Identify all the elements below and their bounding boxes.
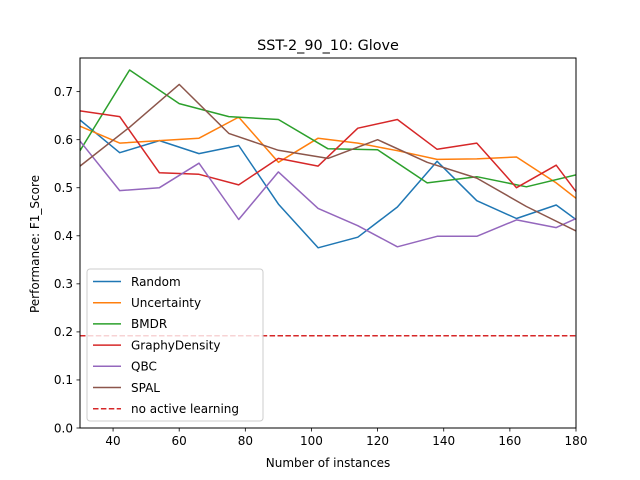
series-lines	[80, 69, 576, 337]
x-tick-label: 80	[238, 434, 253, 448]
y-tick-label: 0.6	[54, 133, 73, 147]
x-tick-label: 40	[105, 434, 120, 448]
chart-title: SST-2_90_10: Glove	[257, 38, 399, 54]
series-line-uncertainty	[80, 116, 576, 199]
legend-label: Random	[131, 275, 181, 289]
x-axis-label: Number of instances	[266, 456, 391, 470]
y-tick-label: 0.5	[54, 181, 73, 195]
x-tick-label: 100	[300, 434, 323, 448]
y-axis-label: Performance: F1_Score	[28, 175, 42, 313]
y-tick-label: 0.2	[54, 325, 73, 339]
series-line-spal	[80, 83, 576, 232]
series-line-qbc	[80, 140, 576, 248]
legend-label: BMDR	[131, 317, 167, 331]
legend-label: QBC	[131, 360, 157, 374]
legend-box	[86, 268, 264, 422]
legend: Random Uncertainty BMDR GraphyDensity QBC SPA…	[86, 268, 264, 422]
legend-label: no active learning	[131, 402, 239, 416]
y-tick-label: 0.1	[54, 373, 73, 387]
x-tick-label: 180	[565, 434, 588, 448]
y-tick-label: 0.0	[54, 421, 73, 435]
plot-frame	[79, 57, 577, 429]
x-tick-label: 140	[432, 434, 455, 448]
legend-label: SPAL	[131, 381, 160, 395]
series-line-random	[80, 119, 576, 249]
legend-label: Uncertainty	[131, 296, 201, 310]
x-tick-label: 160	[498, 434, 521, 448]
legend-label: GraphyDensity	[131, 338, 221, 352]
y-tick-label: 0.3	[54, 277, 73, 291]
x-ticks: 40 60 80 100 120 140 160 180	[105, 428, 587, 448]
series-line-bmdr	[80, 69, 576, 188]
y-ticks: 0.0 0.1 0.2 0.3 0.4 0.5 0.6 0.7	[54, 85, 80, 435]
y-tick-label: 0.4	[54, 229, 73, 243]
series-line-graphydensity	[80, 110, 576, 193]
y-tick-label: 0.7	[54, 85, 73, 99]
x-tick-label: 60	[172, 434, 187, 448]
x-tick-label: 120	[366, 434, 389, 448]
plot-area	[80, 69, 576, 337]
